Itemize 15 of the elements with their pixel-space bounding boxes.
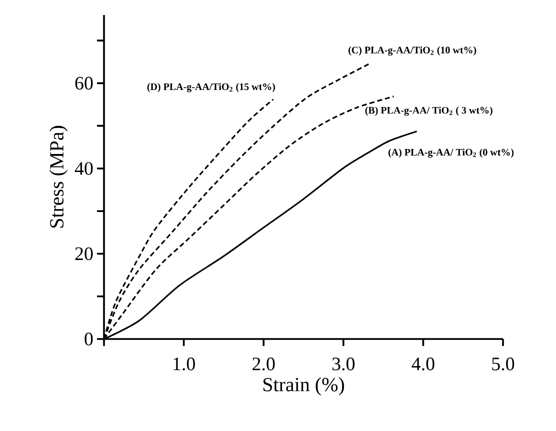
series-label: (C) PLA-g-AA/TiO$_{2}$ (10 wt%) [348,46,476,56]
y-tick-label: 40 [74,162,93,175]
x-tick-label: 2.0 [252,358,275,370]
series-label: (B) PLA-g-AA/ TiO$_{2}$ ( 3 wt%) [365,106,492,116]
x-tick-label: 4.0 [412,358,434,370]
y-tick-label: 0 [84,332,93,346]
x-axis-title: Strain (%) [263,377,344,396]
series-label: (D) PLA-g-AA/TiO$_{2}$ (15 wt%) [147,83,275,92]
series-label: (A) PLA-g-AA/ TiO$_{2}$ (0 wt%) [388,148,514,158]
y-axis-title: Stress (MPa) [49,126,68,228]
x-tick-label: 5.0 [492,358,514,370]
x-tick-label: 3.0 [332,358,355,370]
x-tick-label: 1.0 [174,358,195,370]
y-tick-label: 20 [75,247,93,260]
y-tick-label: 60 [75,76,93,90]
